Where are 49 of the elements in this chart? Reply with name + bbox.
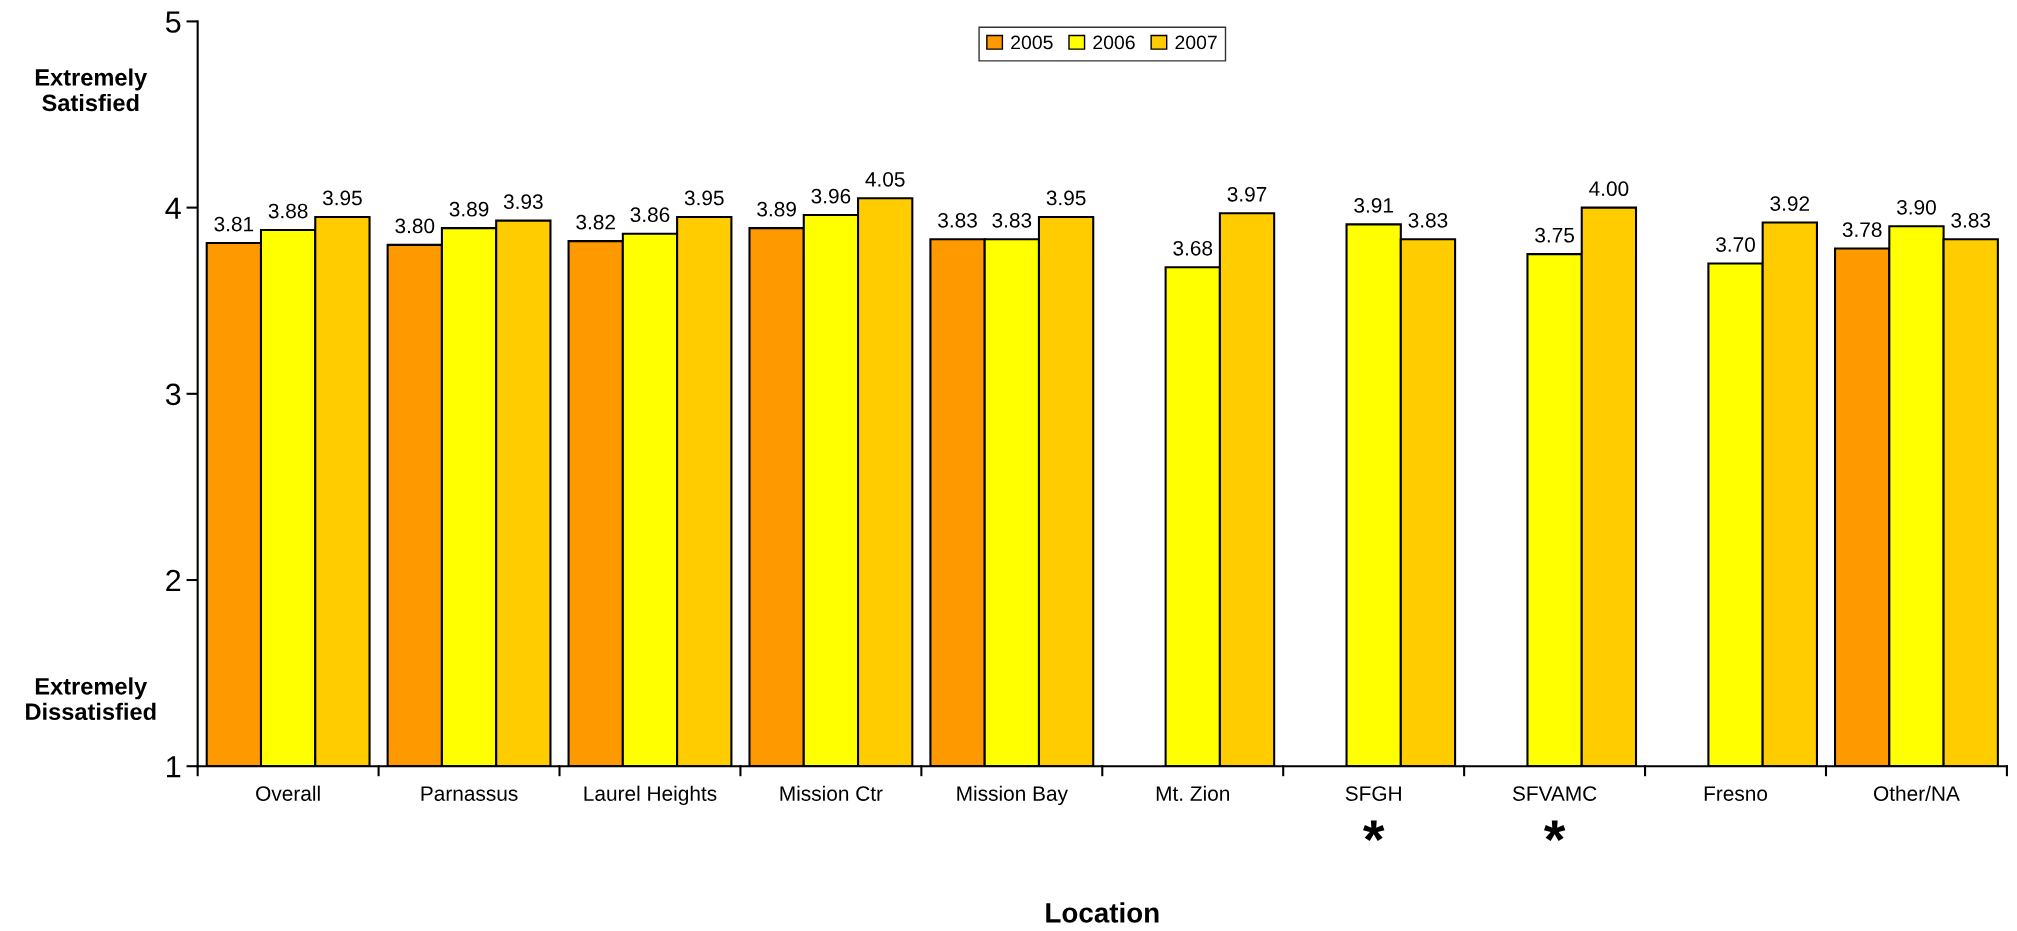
data-label: 4.05 [865,171,905,187]
data-label: 3.95 [322,190,362,206]
data-label: 3.92 [1770,196,1810,211]
data-label: 3.68 [1173,240,1213,256]
x-tick-label: Fresno [1704,786,1768,801]
data-label: 3.83 [992,212,1032,228]
data-label: 3.86 [630,207,670,223]
text: Extremely Satisfied [35,68,148,112]
data-label: 3.93 [503,194,543,210]
y-tick-label: 4 [165,197,181,219]
legend-label: 2007 [1175,35,1217,50]
y-tick-label: 2 [166,569,181,592]
data-label: 3.83 [1408,212,1448,228]
y-tick-label: 1 [167,756,181,778]
data-label: 3.78 [1842,222,1882,238]
data-label: 3.82 [576,214,615,230]
data-label: 3.91 [1354,198,1393,213]
data-label: 4.00 [1589,181,1629,197]
data-label: 3.83 [938,212,977,228]
x-tick-label: Mission Bay [957,785,1068,806]
x-tick-label: Mission Ctr [780,785,883,801]
data-label: 3.95 [1046,190,1086,206]
y-tick-label: 3 [165,383,181,406]
text: Extremely Dissatisfied [26,677,156,721]
data-label: 3.70 [1716,237,1755,252]
text: * [1543,820,1566,842]
legend-label: 2005 [1011,35,1053,50]
x-tick-label: Other/NA [1874,785,1960,801]
x-tick-label: Mt. Zion [1156,785,1230,801]
x-axis-title: Location [1046,902,1159,923]
text: * [1363,820,1385,842]
data-label: 3.83 [1951,212,1991,228]
data-label: 3.75 [1535,227,1575,243]
data-label: 3.80 [395,218,435,234]
data-label: 3.89 [757,201,796,217]
x-tick-label: SFGH [1345,786,1401,801]
data-label: 3.81 [214,216,254,232]
data-label: 3.90 [1896,199,1936,215]
data-label: 3.97 [1227,186,1267,202]
x-tick-label: Overall [256,785,320,801]
data-label: 3.88 [268,203,308,219]
x-tick-label: SFVAMC [1512,786,1597,801]
x-tick-label: Parnassus [421,786,518,801]
y-tick-label: 5 [165,11,181,33]
legend-label: 2006 [1093,35,1135,50]
data-label: 3.95 [684,190,724,206]
data-label: 3.89 [449,201,489,217]
x-tick-label: Laurel Heights [584,785,717,806]
data-label: 3.96 [811,188,851,204]
